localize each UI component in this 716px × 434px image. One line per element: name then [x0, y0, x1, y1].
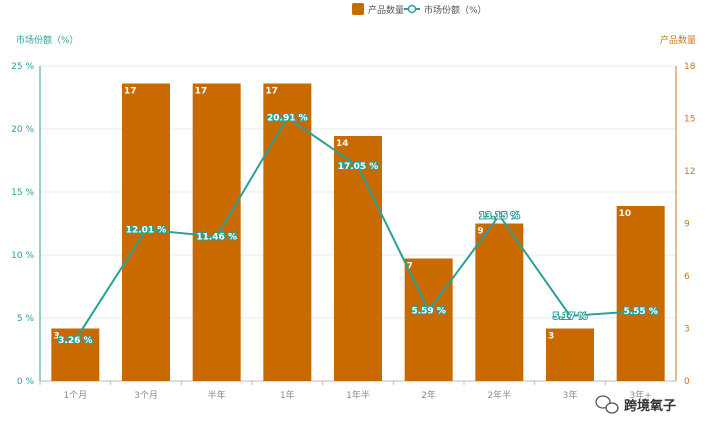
legend-label-bar[interactable]: 产品数量: [368, 4, 404, 16]
line-point[interactable]: [566, 312, 574, 320]
line-data-label: 13.15 %: [479, 211, 520, 221]
line-point[interactable]: [496, 212, 503, 219]
x-tick-label: 半年: [208, 389, 226, 401]
y-tick-label: 5 %: [17, 314, 35, 324]
line-data-label: 5.55 %: [623, 307, 657, 317]
legend-label-line[interactable]: 市场份额（%）: [424, 4, 487, 16]
legend-swatch-bar[interactable]: [352, 3, 364, 15]
y2-axis-ticks: 0 3 6 9 12 15 18: [684, 62, 696, 387]
bar[interactable]: [616, 206, 665, 381]
bar[interactable]: [546, 328, 594, 382]
x-tick-label: 1年: [280, 389, 295, 401]
line-data-label: 5.17 %: [553, 312, 587, 322]
x-tick-label: 1年半: [346, 389, 370, 401]
y-tick-label: 10 %: [11, 251, 34, 261]
legend: 产品数量 市场份额（%）: [352, 3, 487, 16]
x-tick-label: 1个月: [63, 390, 87, 401]
y2-tick-label: 0: [684, 377, 690, 387]
legend-marker-line[interactable]: [407, 4, 417, 14]
x-tick-label: 3年+: [630, 389, 652, 401]
y2-tick-label: 3: [684, 325, 690, 335]
bar[interactable]: [334, 136, 382, 381]
bar-data-label: 3: [53, 332, 59, 342]
bar-data-label: 10: [619, 209, 632, 219]
y-axis-ticks: 0 % 5 % 10 % 15 % 20 % 25 %: [11, 62, 34, 387]
line-point[interactable]: [354, 162, 362, 170]
y2-tick-label: 15: [684, 115, 695, 125]
line-data-label: 3.26 %: [58, 336, 92, 346]
line-data-label: 5.59 %: [411, 307, 445, 317]
bar-data-label: 17: [124, 87, 137, 97]
x-tick-label: 3年: [563, 389, 578, 401]
y-axis-title: 市场份额（%）: [16, 34, 79, 46]
bar[interactable]: [475, 223, 524, 382]
line-data-label: 17.05 %: [338, 162, 379, 172]
x-tick-label: 2年: [421, 389, 436, 401]
x-tick-label: 3个月: [134, 390, 158, 401]
bar-data-label: 7: [407, 262, 413, 272]
y-tick-label: 0 %: [17, 377, 35, 387]
bar-data-label: 17: [265, 87, 278, 97]
wechat-icon: [595, 395, 619, 414]
watermark-text: 跨境氧子: [624, 398, 676, 414]
bar-data-label: 3: [548, 332, 554, 342]
y-tick-label: 15 %: [11, 188, 34, 198]
y2-tick-label: 6: [684, 272, 690, 282]
x-axis-ticks: 1个月 3个月 半年 1年 1年半 2年 2年半 3年 3年+: [39, 381, 652, 401]
line-series: 3.26 % 12.01 % 11.46 % 20.91 % 17.05 % 5.59 %…: [57, 113, 659, 347]
line-data-label: 11.46 %: [196, 233, 237, 243]
y2-tick-label: 12: [684, 167, 695, 177]
y2-tick-label: 18: [684, 62, 696, 72]
line-point[interactable]: [142, 226, 150, 233]
line-point[interactable]: [425, 307, 432, 314]
y2-tick-label: 9: [684, 220, 690, 230]
line-point[interactable]: [72, 336, 79, 344]
bar-data-label: 17: [195, 87, 208, 97]
line-point[interactable]: [213, 233, 220, 240]
watermark: 跨境氧子: [595, 395, 676, 414]
line-data-label: 20.91 %: [267, 114, 308, 124]
y2-axis-title: 产品数量: [660, 34, 696, 46]
bar-data-label: 9: [477, 227, 483, 237]
bar[interactable]: [192, 83, 241, 382]
line-data-label: 12.01 %: [126, 226, 167, 236]
line-point[interactable]: [284, 114, 291, 121]
bar[interactable]: [263, 83, 312, 382]
line-point[interactable]: [637, 307, 644, 315]
x-tick-label: 2年半: [487, 389, 511, 401]
y-tick-label: 20 %: [11, 125, 34, 135]
bar-data-label: 14: [336, 139, 349, 149]
y-tick-label: 25 %: [11, 62, 34, 72]
